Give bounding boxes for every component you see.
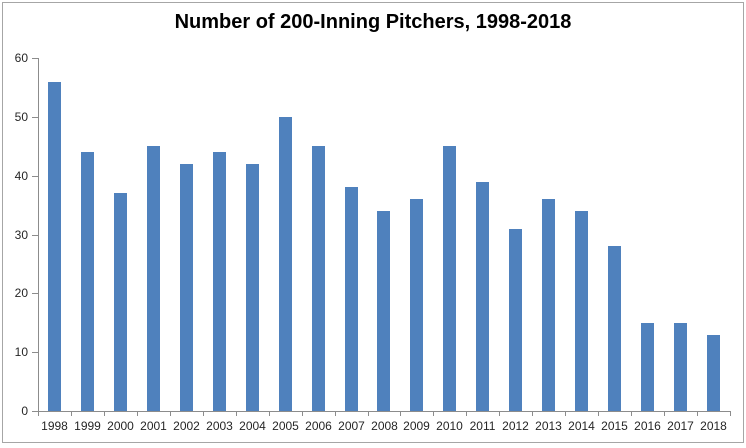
x-axis-tick-label: 2011 [469,419,496,433]
x-tick-mark [697,412,698,416]
x-tick-mark [71,412,72,416]
x-tick-mark [631,412,632,416]
y-tick-mark [32,235,38,236]
y-axis-tick-label: 10 [14,345,28,359]
y-axis-line [38,58,39,412]
x-tick-mark [335,412,336,416]
bar-2009 [410,199,423,411]
x-axis-tick-label: 2013 [535,419,562,433]
x-tick-mark [598,412,599,416]
x-axis-tick-label: 2012 [502,419,529,433]
bar-2002 [180,164,193,411]
x-axis-tick-label: 2007 [338,419,365,433]
x-axis-tick-label: 2005 [272,419,299,433]
y-tick-mark [32,176,38,177]
x-tick-mark [400,412,401,416]
x-axis-tick-label: 2002 [173,419,200,433]
bar-1998 [48,82,61,411]
y-axis-tick-label: 20 [14,286,28,300]
y-tick-mark [32,117,38,118]
x-axis-tick-label: 1999 [74,419,101,433]
x-tick-mark [565,412,566,416]
y-tick-mark [32,352,38,353]
y-tick-mark [32,58,38,59]
bar-2000 [114,193,127,411]
x-tick-mark [532,412,533,416]
x-axis-tick-label: 2016 [634,419,661,433]
x-tick-mark [203,412,204,416]
x-axis-tick-label: 2006 [305,419,332,433]
x-axis-tick-label: 2009 [403,419,430,433]
x-tick-mark [236,412,237,416]
x-tick-mark [302,412,303,416]
x-tick-mark [38,412,39,416]
x-tick-mark [368,412,369,416]
y-axis-tick-label: 40 [14,169,28,183]
x-tick-mark [269,412,270,416]
bar-2008 [377,211,390,411]
y-tick-mark [32,293,38,294]
x-tick-mark [137,412,138,416]
x-tick-mark [499,412,500,416]
x-tick-mark [466,412,467,416]
x-tick-mark [433,412,434,416]
x-axis-line [38,411,731,412]
bar-2011 [476,182,489,411]
x-axis-tick-label: 2000 [107,419,134,433]
bar-2005 [279,117,292,411]
bar-2015 [608,246,621,411]
x-tick-mark [730,412,731,416]
x-axis-tick-label: 1998 [41,419,68,433]
bar-2007 [345,187,358,411]
bar-2004 [246,164,259,411]
bar-2001 [147,146,160,411]
x-axis-tick-label: 2017 [667,419,694,433]
bar-2016 [641,323,654,411]
x-axis-tick-label: 2003 [206,419,233,433]
bar-2017 [674,323,687,411]
y-axis-tick-label: 60 [14,51,28,65]
bar-2003 [213,152,226,411]
bar-2012 [509,229,522,411]
x-axis-tick-label: 2015 [601,419,628,433]
bar-2006 [312,146,325,411]
x-tick-mark [170,412,171,416]
y-axis-tick-label: 50 [14,110,28,124]
x-axis-tick-label: 2001 [140,419,167,433]
y-axis-tick-label: 30 [14,228,28,242]
chart-title: Number of 200-Inning Pitchers, 1998-2018 [174,11,572,33]
y-axis-tick-label: 0 [21,404,28,418]
bar-2014 [575,211,588,411]
x-axis-tick-label: 2014 [568,419,595,433]
bar-2013 [542,199,555,411]
x-axis-tick-label: 2010 [436,419,463,433]
x-tick-mark [104,412,105,416]
x-axis-tick-label: 2004 [239,419,266,433]
x-axis-tick-label: 2008 [371,419,398,433]
bar-2018 [707,335,720,411]
x-tick-mark [664,412,665,416]
y-tick-mark [32,411,38,412]
bar-2010 [443,146,456,411]
bar-1999 [81,152,94,411]
x-axis-tick-label: 2018 [700,419,727,433]
